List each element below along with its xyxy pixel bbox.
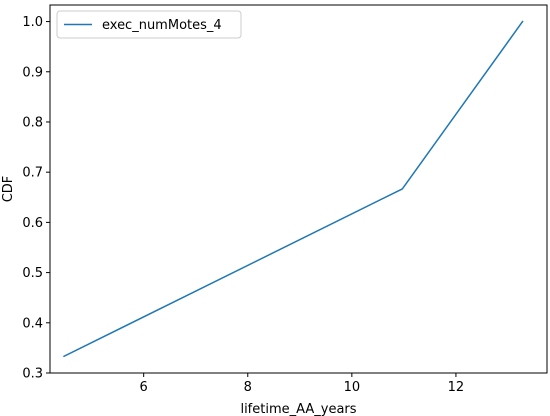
y-tick-label: 1.0 — [22, 15, 43, 30]
y-axis-ticks: 0.3 0.4 0.5 0.6 0.7 0.8 0.9 1.0 — [22, 15, 50, 382]
y-tick-label: 0.7 — [22, 166, 43, 181]
x-tick-label: 10 — [344, 380, 361, 395]
x-tick-label: 8 — [244, 380, 252, 395]
y-tick-label: 0.8 — [22, 115, 43, 130]
plot-frame — [49, 4, 548, 374]
x-tick-label: 6 — [140, 380, 148, 395]
series-line — [63, 20, 524, 358]
legend-box — [56, 10, 242, 39]
y-tick-label: 0.3 — [22, 367, 43, 382]
series-layer — [63, 20, 524, 358]
legend-label: exec_numMotes_4 — [102, 18, 222, 33]
plot-area — [50, 5, 547, 373]
x-axis-ticks: 6 8 10 12 — [140, 373, 465, 395]
x-tick-label: 12 — [448, 380, 465, 395]
y-tick-label: 0.4 — [22, 316, 43, 331]
y-tick-label: 0.6 — [22, 216, 43, 231]
y-tick-label: 0.9 — [22, 65, 43, 80]
legend: exec_numMotes_4 — [56, 10, 242, 39]
x-axis-label: lifetime_AA_years — [240, 402, 356, 416]
y-tick-label: 0.5 — [22, 266, 43, 281]
y-axis-label: CDF — [1, 176, 16, 203]
